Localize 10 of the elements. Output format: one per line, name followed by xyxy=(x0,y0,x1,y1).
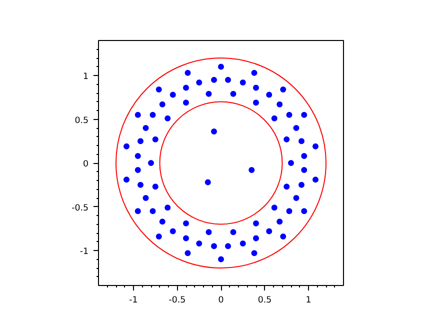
y-tick-label: 1 xyxy=(82,72,89,82)
x-tick-label: -1 xyxy=(129,296,138,306)
x-tick-label: 0 xyxy=(218,296,224,306)
x-tick-label: 0.5 xyxy=(258,296,272,306)
y-tick-label: -1 xyxy=(80,247,89,257)
y-tick-label: 0 xyxy=(82,160,89,170)
y-tick-label: 0.5 xyxy=(74,116,89,126)
x-tick-label: 1 xyxy=(306,296,312,306)
x-tick-label: -0.5 xyxy=(168,296,186,306)
y-tick-label: -0.5 xyxy=(72,203,88,214)
